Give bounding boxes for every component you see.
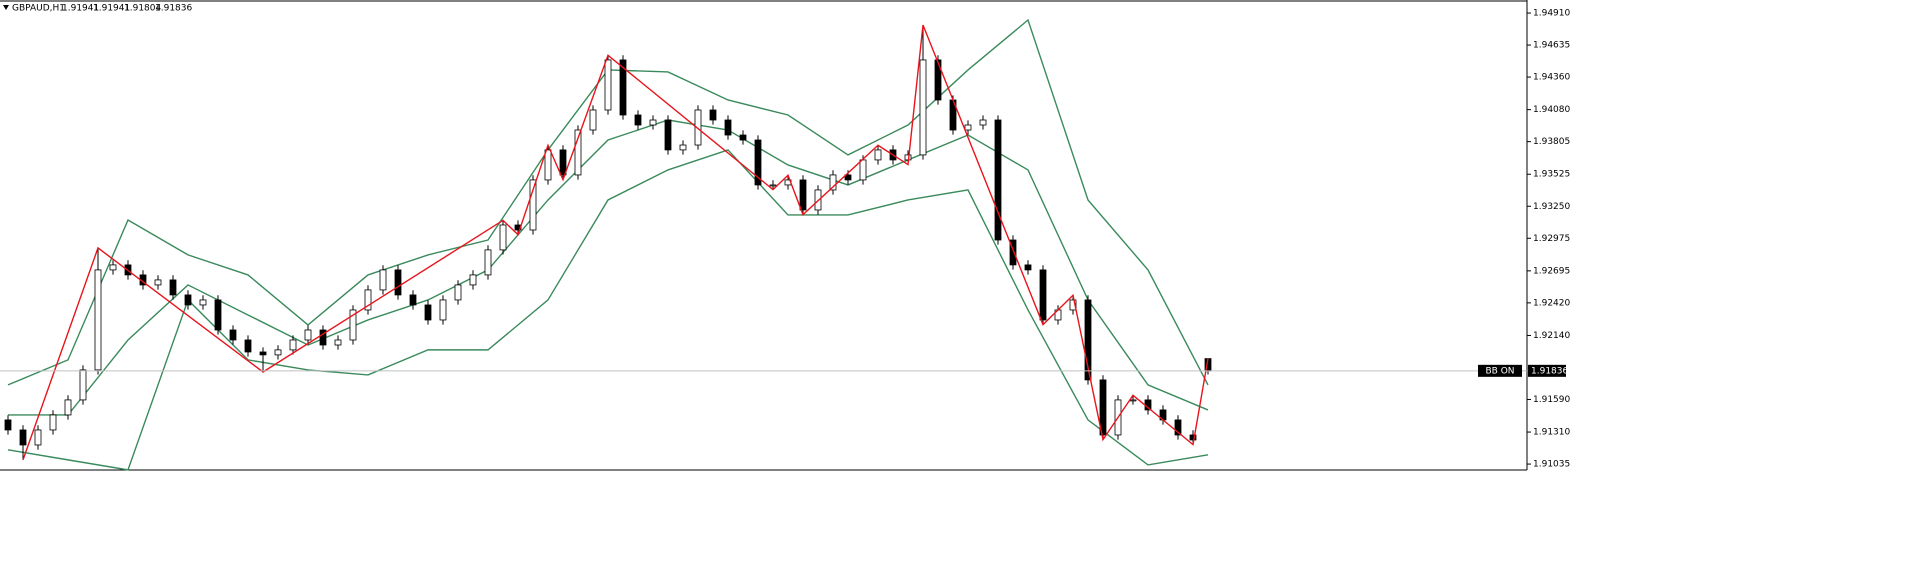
candle-body (499, 224, 507, 251)
candle-body (649, 119, 657, 126)
y-tick-label: 1.93250 (1533, 202, 1570, 212)
price-label: 1.91836 (1531, 366, 1568, 376)
candle-body (604, 59, 612, 111)
candle-body (634, 114, 642, 126)
candle-body (1024, 264, 1032, 271)
candle-body (94, 269, 102, 371)
candle-body (349, 309, 357, 341)
candle-body (679, 144, 687, 151)
candle-body (214, 299, 222, 331)
candle-body (184, 294, 192, 306)
candle-body (304, 329, 312, 341)
candle-body (454, 284, 462, 301)
y-tick-label: 1.91310 (1533, 428, 1570, 438)
candle-body (469, 274, 477, 286)
candle-body (844, 174, 852, 181)
candle-body (574, 129, 582, 176)
candle-body (34, 429, 42, 446)
candle-body (1009, 239, 1017, 266)
candle-body (1099, 379, 1107, 436)
candle-body (439, 299, 447, 321)
y-tick-label: 1.91590 (1533, 395, 1570, 405)
candle-body (994, 119, 1002, 241)
candle-body (274, 349, 282, 356)
header-value: 1.91941 (93, 4, 130, 14)
y-tick-label: 1.94360 (1533, 73, 1570, 83)
price-label-box (1528, 364, 1566, 377)
candle-body (379, 269, 387, 291)
candle-body (799, 179, 807, 211)
zigzag (22, 24, 1209, 461)
candle-body (199, 299, 207, 306)
header-value: 1.91804 (124, 4, 161, 14)
candle-body (559, 149, 567, 176)
candle-body (919, 59, 927, 156)
candle-body (394, 269, 402, 296)
candle-body (319, 329, 327, 346)
y-tick-label: 1.94910 (1533, 9, 1570, 19)
candle-body (739, 134, 747, 141)
candle-body (589, 109, 597, 131)
y-tick-label: 1.94635 (1533, 41, 1570, 51)
y-tick-label: 1.93525 (1533, 170, 1570, 180)
candle-body (829, 174, 837, 191)
candle-body (619, 59, 627, 116)
candle-body (859, 159, 867, 181)
candle-body (334, 339, 342, 346)
candle-body (1084, 299, 1092, 381)
candle-body (724, 119, 732, 136)
bb-label: BB ON (1485, 366, 1514, 376)
candle-body (154, 279, 162, 286)
candle-body (364, 289, 372, 311)
candle-body (109, 264, 117, 271)
candle-body (1039, 269, 1047, 321)
candle-body (49, 414, 57, 431)
bollinger-band (7, 149, 1209, 471)
candle-body (529, 179, 537, 231)
y-tick-label: 1.92420 (1533, 298, 1570, 308)
label-box (1478, 364, 1522, 377)
y-tick-label: 1.92695 (1533, 266, 1570, 276)
candle-body (259, 351, 267, 356)
candle-body (964, 124, 972, 131)
y-tick-label: 1.91035 (1533, 460, 1570, 470)
bollinger-band (8, 119, 1209, 416)
candle-body (79, 369, 87, 401)
candle-body (244, 339, 252, 353)
candle-body (934, 59, 942, 101)
y-tick-label: 1.92140 (1533, 331, 1570, 341)
candle-body (169, 279, 177, 296)
menu-arrow[interactable] (3, 5, 9, 10)
candle-body (1189, 434, 1197, 441)
candle-body (19, 429, 27, 446)
candle-body (1129, 399, 1137, 402)
candle-body (64, 399, 72, 416)
candle-body (754, 139, 762, 186)
candle-body (874, 149, 882, 161)
candle-body (424, 304, 432, 321)
candle-body (769, 184, 777, 187)
candle-body (409, 294, 417, 306)
candle-body (544, 149, 552, 181)
symbol: GBPAUD,H1 (12, 4, 65, 14)
header-value: 1.91941 (62, 4, 99, 14)
candle-body (289, 339, 297, 351)
candle-body (979, 119, 987, 126)
header-value: 1.91836 (155, 4, 192, 14)
candle-body (229, 329, 237, 341)
candle-body (1174, 419, 1182, 436)
candle-body (1069, 299, 1077, 311)
candle-body (709, 109, 717, 121)
candle-body (694, 109, 702, 146)
y-tick-label: 1.94080 (1533, 105, 1570, 115)
candle-body (484, 249, 492, 276)
y-tick-label: 1.92975 (1533, 234, 1570, 244)
candle-body (664, 119, 672, 151)
y-tick-label: 1.93805 (1533, 137, 1570, 147)
candle-body (4, 419, 12, 431)
